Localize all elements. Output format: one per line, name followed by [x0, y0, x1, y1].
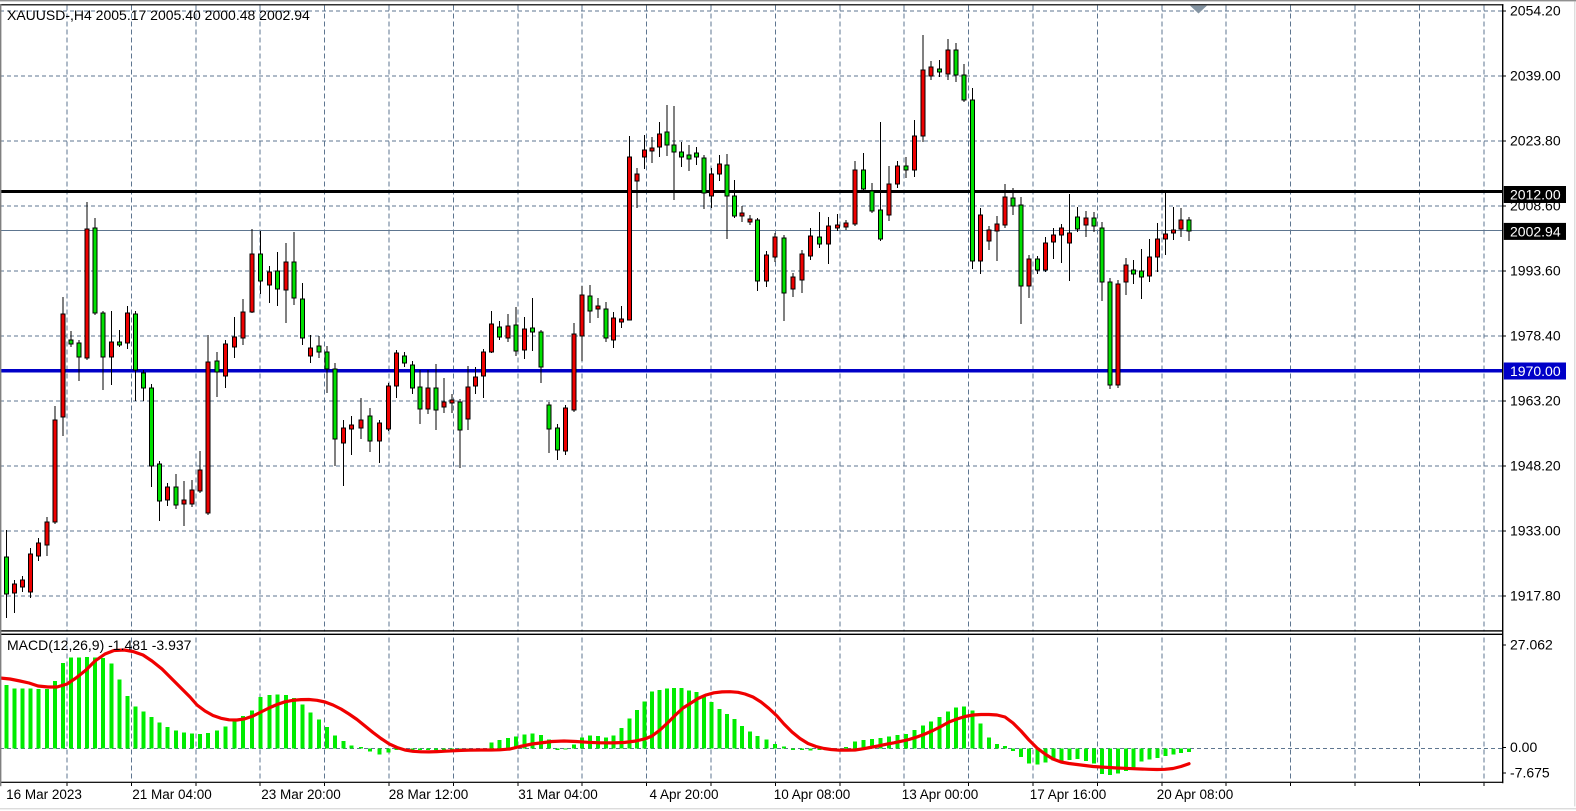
svg-text:20 Apr 08:00: 20 Apr 08:00: [1157, 787, 1234, 802]
svg-text:2023.80: 2023.80: [1510, 133, 1561, 149]
svg-text:2002.94: 2002.94: [1510, 223, 1561, 239]
svg-text:0.00: 0.00: [1510, 739, 1537, 755]
svg-text:4 Apr 20:00: 4 Apr 20:00: [649, 787, 718, 802]
svg-text:10 Apr 08:00: 10 Apr 08:00: [774, 787, 851, 802]
svg-text:21 Mar 04:00: 21 Mar 04:00: [132, 787, 212, 802]
svg-text:1933.00: 1933.00: [1510, 523, 1561, 539]
svg-text:1948.20: 1948.20: [1510, 458, 1561, 474]
svg-text:31 Mar 04:00: 31 Mar 04:00: [518, 787, 598, 802]
svg-text:2039.00: 2039.00: [1510, 68, 1561, 84]
svg-text:1917.80: 1917.80: [1510, 588, 1561, 604]
svg-text:XAUUSD-,H4 2005.17 2005.40 20: XAUUSD-,H4 2005.17 2005.40 2000.48 2002.…: [7, 7, 310, 23]
svg-text:-7.675: -7.675: [1510, 765, 1550, 781]
svg-text:1963.20: 1963.20: [1510, 393, 1561, 409]
svg-text:17 Apr 16:00: 17 Apr 16:00: [1030, 787, 1107, 802]
svg-text:2054.20: 2054.20: [1510, 3, 1561, 19]
svg-text:1978.40: 1978.40: [1510, 328, 1561, 344]
svg-text:MACD(12,26,9) -1.481 -3.937: MACD(12,26,9) -1.481 -3.937: [7, 637, 192, 653]
svg-text:28 Mar 12:00: 28 Mar 12:00: [389, 787, 469, 802]
svg-text:27.062: 27.062: [1510, 637, 1553, 653]
svg-text:23 Mar 20:00: 23 Mar 20:00: [261, 787, 341, 802]
svg-text:1970.00: 1970.00: [1510, 363, 1561, 379]
svg-text:16 Mar 2023: 16 Mar 2023: [6, 787, 82, 802]
svg-text:13 Apr 00:00: 13 Apr 00:00: [902, 787, 979, 802]
svg-text:2012.00: 2012.00: [1510, 187, 1561, 203]
svg-text:1993.60: 1993.60: [1510, 263, 1561, 279]
